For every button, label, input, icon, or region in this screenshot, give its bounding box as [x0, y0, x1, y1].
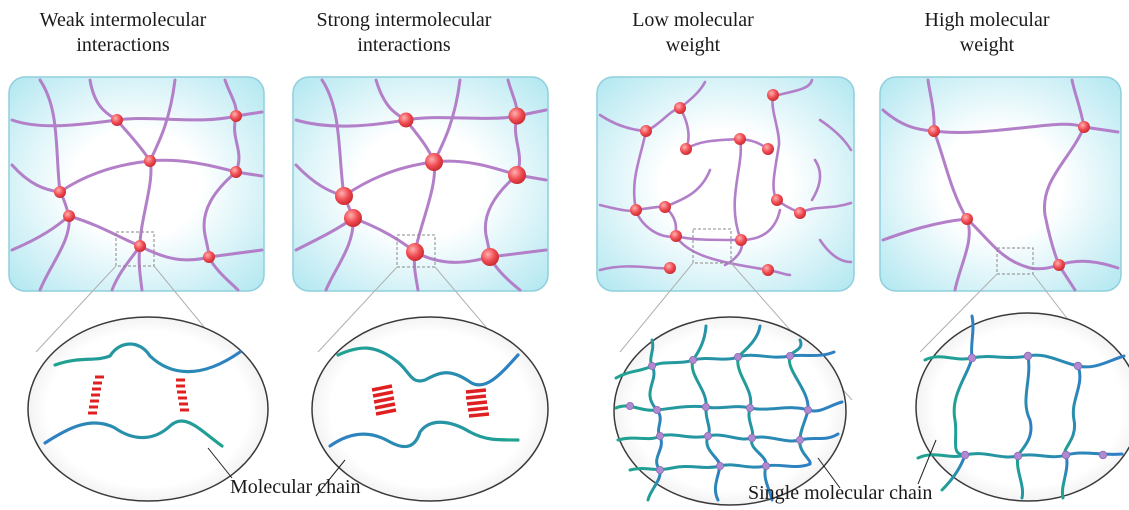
- panel-title-high-molecular-weight: High molecular weight: [867, 8, 1107, 58]
- panel-strong-interactions: [292, 76, 549, 401]
- title-line-2: weight: [665, 34, 721, 56]
- panel-title-low-molecular-weight: Low molecular weight: [573, 8, 813, 58]
- single-molecular-chain-label: Single molecular chain: [748, 482, 933, 504]
- panel-weak-interactions: [8, 76, 265, 401]
- molecular-chain-label: Molecular chain: [230, 476, 361, 498]
- panel-title-strong-interactions: Strong intermolecular interactions: [284, 8, 524, 58]
- title-line-2: weight: [959, 34, 1015, 56]
- title-line-1: Strong intermolecular: [316, 9, 492, 31]
- title-line-1: High molecular: [924, 9, 1050, 31]
- zoom-high-molecular-weight: [915, 312, 1129, 502]
- zoom-strong-interactions: [311, 316, 549, 502]
- panel-title-weak-interactions: Weak intermolecular interactions: [3, 8, 243, 58]
- title-line-2: interactions: [357, 34, 451, 56]
- panel-high-molecular-weight: [879, 76, 1123, 391]
- panel-low-molecular-weight: [596, 76, 855, 401]
- zoom-low-molecular-weight: [613, 316, 847, 506]
- title-line-1: Weak intermolecular: [39, 9, 207, 31]
- zoom-weak-interactions: [27, 316, 269, 502]
- title-line-2: interactions: [76, 34, 170, 56]
- title-line-1: Low molecular: [632, 9, 754, 31]
